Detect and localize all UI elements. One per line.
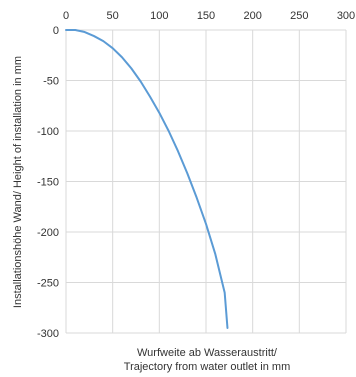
x-axis-title-line-2: Trajectory from water outlet in mm [124,361,290,373]
y-tick-label: -150 [37,177,59,189]
x-tick-label: 100 [150,10,168,22]
x-tick-label: 50 [107,10,119,22]
y-tick-label: -300 [37,328,59,340]
tick-labels: 0 50 100 150 200 250 300 0 -50 -100 -150 -200 -250 -3… [37,10,355,340]
trajectory-series-line [65,29,229,329]
y-axis-title: Installationshöhe Wand/ Height of instal… [12,56,24,308]
x-tick-label: 0 [63,10,69,22]
x-tick-label: 300 [337,10,355,22]
x-tick-label: 250 [290,10,308,22]
x-tick-label: 150 [197,10,215,22]
y-tick-label: 0 [53,25,59,37]
y-tick-label: -250 [37,278,59,290]
series-layer [65,29,229,329]
x-axis-title-line-1: Wurfweite ab Wasseraustritt/ [137,347,278,359]
y-tick-label: -50 [43,76,59,88]
y-tick-label: -100 [37,126,59,138]
y-tick-label: -200 [37,227,59,239]
grid [65,29,347,334]
x-tick-label: 200 [243,10,261,22]
